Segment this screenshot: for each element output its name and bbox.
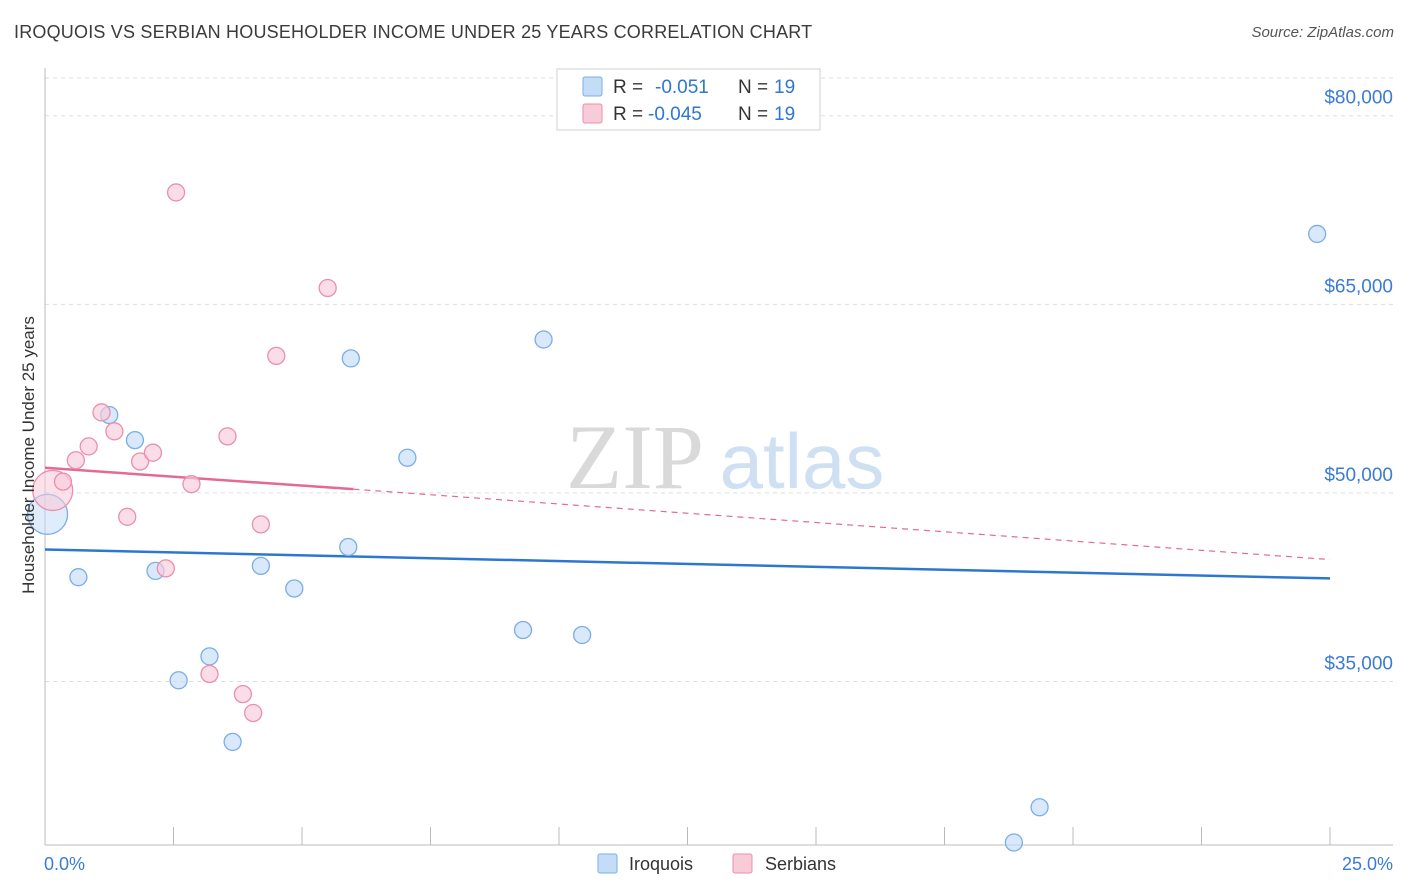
- data-point-iroquois: [1308, 224, 1327, 244]
- data-point-serbians: [200, 664, 219, 684]
- data-point-serbians: [66, 451, 85, 470]
- data-point-serbians: [118, 507, 137, 526]
- y-tick-label: $50,000: [1324, 465, 1393, 486]
- data-point-serbians: [166, 183, 186, 202]
- data-point-iroquois: [572, 625, 592, 645]
- legend-n-label-2: N =: [738, 104, 768, 125]
- source-credit: Source: ZipAtlas.com: [1251, 24, 1394, 41]
- data-point-serbians: [251, 515, 271, 534]
- series-legend-serbians: Serbians: [765, 854, 836, 874]
- y-tick-label: $80,000: [1324, 88, 1393, 109]
- data-point-iroquois: [69, 568, 88, 587]
- data-point-iroquois: [534, 330, 553, 349]
- legend-swatch-serbians: [582, 103, 603, 124]
- legend-swatch-iroquois: [582, 76, 603, 97]
- data-point-iroquois: [223, 732, 242, 752]
- legend-n-value-2: 19: [774, 104, 795, 125]
- trend-lines: [44, 466, 1331, 580]
- y-tick-label: $35,000: [1324, 654, 1393, 675]
- data-point-iroquois: [251, 556, 271, 576]
- y-tick-labels: $35,000 $50,000 $65,000 $80,000: [1324, 88, 1393, 675]
- data-point-serbians: [53, 472, 73, 491]
- data-point-iroquois: [1030, 798, 1049, 817]
- y-axis-label: Householder Income Under 25 years: [19, 316, 38, 594]
- legend-r-label-1: R =: [613, 77, 643, 98]
- data-point-iroquois: [285, 579, 304, 598]
- data-point-iroquois: [1004, 833, 1024, 852]
- data-point-serbians: [233, 684, 253, 704]
- trend-line-serbians-extrapolated: [353, 488, 1331, 561]
- legend-r-value-1: -0.051: [655, 77, 709, 98]
- trend-line-iroquois: [44, 548, 1331, 580]
- legend-n-value-1: 19: [774, 77, 795, 98]
- data-point-serbians: [218, 427, 237, 446]
- data-point-iroquois: [339, 537, 358, 557]
- data-point-serbians: [182, 474, 201, 494]
- data-point-serbians: [79, 437, 98, 456]
- data-point-serbians: [318, 278, 337, 298]
- data-point-serbians: [92, 403, 111, 422]
- watermark-atlas: atlas: [720, 417, 885, 505]
- legend-r-label-2: R =: [613, 104, 643, 125]
- x-tick-label-min: 0.0%: [44, 854, 85, 874]
- data-point-iroquois: [513, 620, 533, 640]
- data-point-serbians: [156, 559, 175, 578]
- series-legend-swatch-serbians: [732, 853, 753, 874]
- legend-n-label-1: N =: [738, 77, 768, 98]
- axes: [44, 68, 1393, 846]
- series-legend: Iroquois Serbians: [597, 853, 836, 874]
- data-point-iroquois: [169, 671, 188, 690]
- y-tick-label: $65,000: [1324, 276, 1393, 297]
- legend-r-value-2: -0.045: [648, 104, 702, 125]
- data-point-serbians: [244, 703, 263, 723]
- data-points: [26, 183, 1327, 852]
- series-legend-swatch-iroquois: [597, 853, 618, 874]
- watermark-zip: ZIP: [566, 406, 704, 508]
- data-point-iroquois: [398, 448, 417, 467]
- data-point-iroquois: [125, 430, 145, 450]
- trend-line-serbians: [44, 466, 354, 491]
- data-point-serbians: [267, 346, 286, 366]
- grid-lines: [45, 77, 1393, 683]
- data-point-serbians: [105, 422, 124, 441]
- series-legend-iroquois: Iroquois: [629, 854, 693, 874]
- x-tick-label-max: 25.0%: [1342, 854, 1393, 874]
- correlation-legend: R = -0.051 N = 19 R = -0.045 N = 19: [556, 68, 821, 131]
- data-point-serbians: [130, 452, 150, 471]
- data-point-serbians: [143, 443, 163, 462]
- chart-title: IROQUOIS VS SERBIAN HOUSEHOLDER INCOME U…: [14, 22, 813, 42]
- data-point-iroquois: [200, 647, 219, 666]
- data-point-iroquois: [341, 349, 360, 368]
